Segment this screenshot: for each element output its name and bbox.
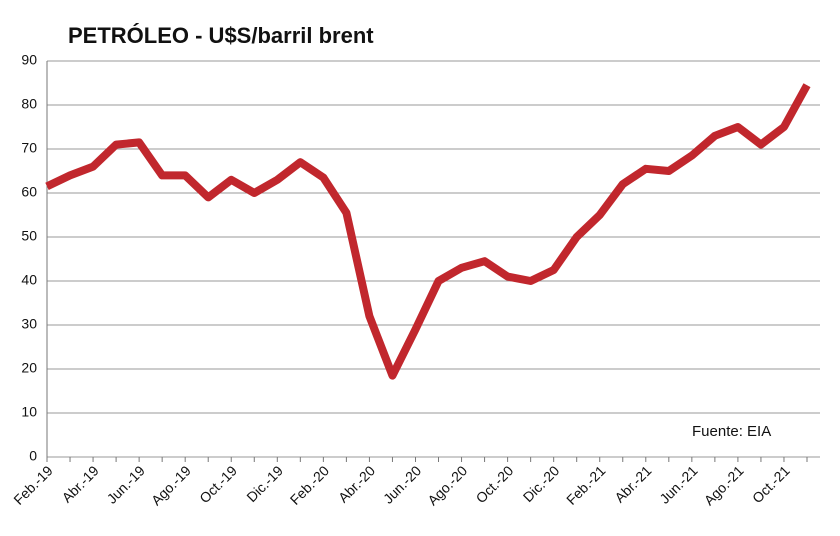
x-tick-label: Jun.-19 — [104, 462, 148, 506]
y-tick-label: 70 — [21, 140, 37, 156]
annotation: Fuente: EIA — [692, 423, 771, 440]
x-tick-label: Feb.-19 — [10, 462, 56, 508]
y-tick-label: 80 — [21, 96, 37, 112]
x-tick-label: Jun.-21 — [656, 462, 700, 506]
x-tick-label: Ago.-19 — [148, 462, 194, 508]
y-tick-label: 50 — [21, 228, 37, 244]
x-tick-label: Jun.-20 — [380, 462, 424, 506]
y-tick-label: 30 — [21, 316, 37, 332]
y-tick-label: 40 — [21, 272, 37, 288]
x-tick-label: Ago.-20 — [424, 462, 470, 508]
x-tick-label: Oct.-21 — [749, 462, 793, 506]
y-tick-label: 90 — [21, 52, 37, 68]
y-tick-label: 0 — [29, 448, 37, 464]
x-tick-label: Oct.-19 — [196, 462, 240, 506]
chart-title: PETRÓLEO - U$S/barril brent — [68, 23, 374, 48]
y-tick-label: 10 — [21, 404, 37, 420]
data-line — [45, 83, 811, 380]
x-tick-label: Dic.-19 — [243, 462, 286, 505]
y-tick-label: 60 — [21, 184, 37, 200]
x-tick-label: Feb.-20 — [287, 462, 333, 508]
x-tick-label: Oct.-20 — [473, 462, 517, 506]
x-tick-label: Abr.-20 — [335, 462, 378, 505]
y-tick-label: 20 — [21, 360, 37, 376]
x-tick-label: Dic.-20 — [520, 462, 563, 505]
x-tick-label: Ago.-21 — [701, 462, 747, 508]
x-tick-label: Abr.-21 — [611, 462, 654, 505]
x-tick-label: Abr.-19 — [59, 462, 102, 505]
x-tick-label: Feb.-21 — [563, 462, 609, 508]
